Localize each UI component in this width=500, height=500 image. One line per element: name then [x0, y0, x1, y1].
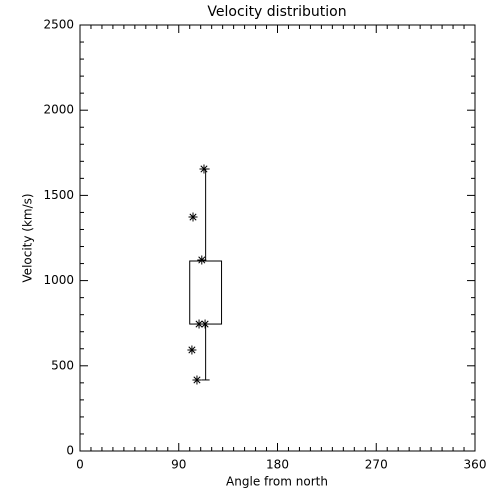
y-tick-label: 2500 — [43, 18, 74, 32]
asterisk — [200, 319, 210, 329]
asterisk — [197, 255, 207, 265]
asterisk — [188, 212, 198, 222]
x-axis-label: Angle from north — [226, 475, 328, 489]
y-tick-label: 1500 — [43, 188, 74, 202]
chart-title: Velocity distribution — [207, 4, 346, 20]
x-tick-label: 90 — [171, 458, 186, 472]
box — [189, 260, 223, 325]
point — [200, 319, 210, 329]
y-tick-label: 0 — [66, 444, 74, 458]
asterisk — [192, 375, 202, 385]
y-tick-label: 500 — [51, 358, 74, 372]
asterisk — [187, 345, 197, 355]
point — [199, 164, 209, 174]
plot-frame — [79, 24, 476, 452]
asterisk — [194, 319, 204, 329]
x-tick-label: 180 — [266, 458, 289, 472]
y-axis-label: Velocity (km/s) — [21, 193, 35, 282]
point — [187, 345, 197, 355]
point — [192, 375, 202, 385]
x-tick-label: 270 — [365, 458, 388, 472]
y-tick-label: 2000 — [43, 103, 74, 117]
x-tick-label: 0 — [76, 458, 84, 472]
y-tick-label: 1000 — [43, 273, 74, 287]
point — [188, 212, 198, 222]
x-tick-label: 360 — [464, 458, 487, 472]
asterisk — [199, 164, 209, 174]
point — [197, 255, 207, 265]
point — [194, 319, 204, 329]
